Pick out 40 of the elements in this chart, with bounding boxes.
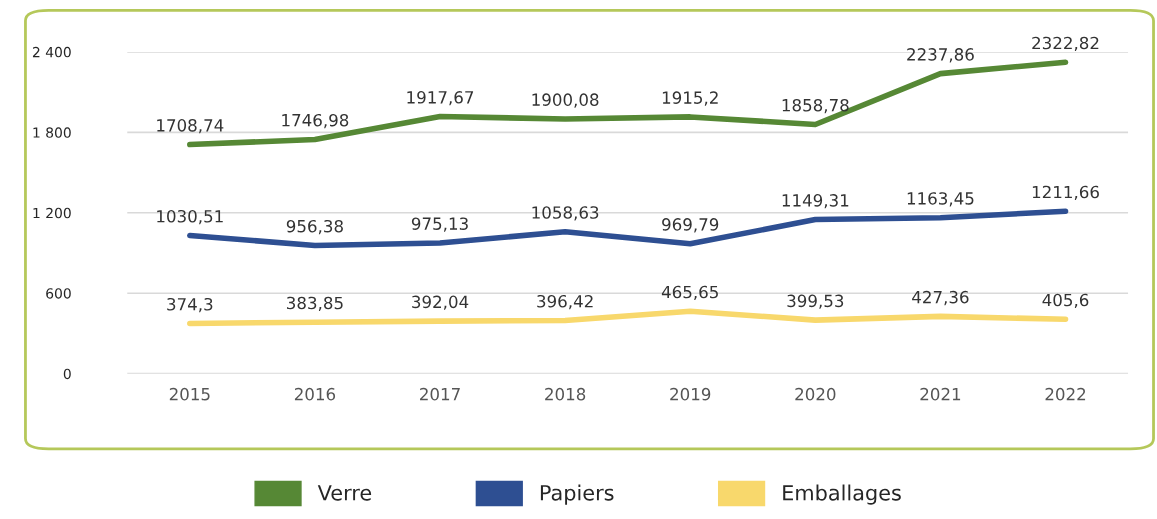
x-tick-label: 2017 [420, 387, 460, 401]
data-label: 956,38 [286, 219, 343, 235]
legend-label: Papiers [540, 484, 614, 505]
data-label: 396,42 [537, 294, 593, 310]
y-tick-label: 0 [63, 368, 71, 380]
data-label: 2237,86 [907, 48, 974, 63]
data-label: 1030,51 [157, 209, 223, 225]
data-label: 399,53 [787, 294, 844, 309]
x-tick-label: 2019 [670, 387, 711, 401]
y-tick-label: 1 800 [33, 127, 71, 138]
data-label: 1746,98 [282, 113, 349, 129]
data-label: 1900,08 [532, 93, 599, 108]
data-label: 2322,82 [1032, 36, 1099, 51]
x-tick-label: 2016 [294, 387, 336, 401]
legend-label: Verre [317, 485, 372, 501]
data-label: 1917,67 [407, 91, 474, 106]
data-label: 383,85 [287, 296, 343, 311]
data-label: 1163,45 [907, 192, 974, 207]
data-label: 1149,31 [782, 194, 849, 209]
legend-label: Emballages [783, 484, 901, 505]
x-tick-label: 2020 [795, 387, 836, 401]
data-label: 392,04 [412, 295, 469, 310]
data-label: 465,65 [661, 285, 718, 300]
data-label: 374,3 [167, 297, 213, 313]
data-label: 405,6 [1042, 293, 1089, 309]
x-tick-label: 2021 [920, 387, 961, 401]
data-label: 1058,63 [532, 206, 599, 221]
x-tick-label: 2015 [169, 387, 210, 401]
x-tick-label: 2022 [1045, 387, 1086, 401]
data-label: 1858,78 [782, 98, 849, 114]
y-tick-label: 1 200 [33, 207, 71, 219]
data-label: 427,36 [912, 290, 969, 306]
data-label: 1915,2 [662, 91, 718, 106]
data-label: 1708,74 [157, 119, 224, 134]
data-label: 975,13 [411, 217, 468, 232]
y-tick-label: 2 400 [32, 46, 71, 58]
data-label: 969,79 [662, 218, 719, 233]
x-tick-label: 2018 [545, 387, 586, 401]
data-label: 1211,66 [1032, 185, 1099, 200]
y-tick-label: 600 [46, 288, 71, 299]
